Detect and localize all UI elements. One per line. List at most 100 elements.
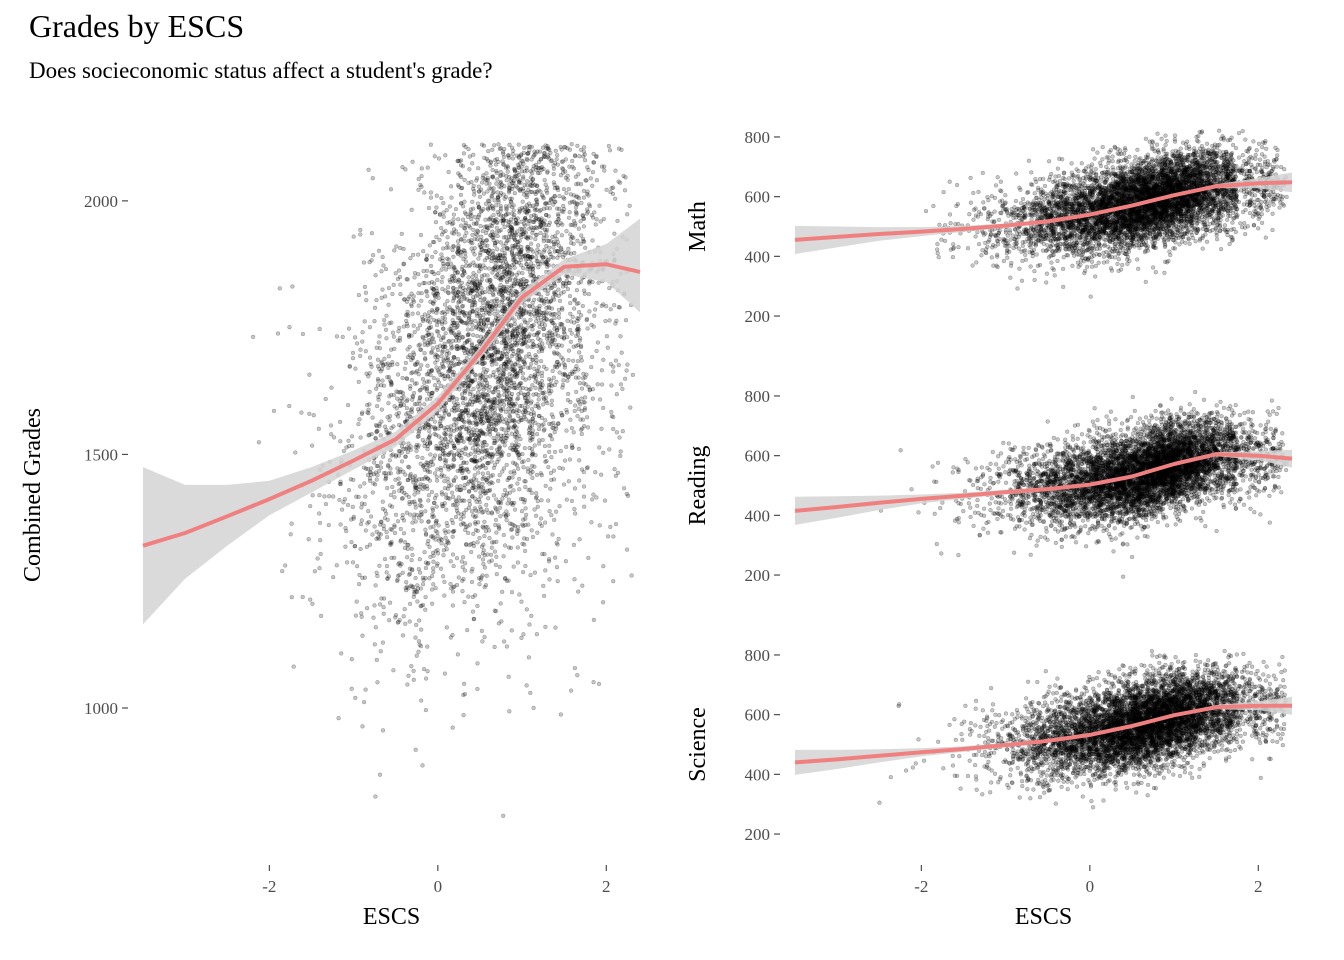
- scatter-point: [503, 204, 509, 209]
- scatter-point: [405, 410, 410, 416]
- scatter-point: [624, 547, 630, 552]
- scatter-point: [446, 439, 451, 445]
- scatter-point: [487, 251, 492, 257]
- scatter-point: [423, 607, 428, 612]
- scatter-point: [393, 615, 398, 620]
- scatter-point: [397, 481, 402, 486]
- scatter-point: [454, 425, 459, 430]
- scatter-point: [416, 649, 421, 654]
- scatter-point: [509, 406, 514, 411]
- scatter-point: [543, 483, 548, 489]
- scatter-point: [556, 421, 561, 426]
- scatter-point: [561, 186, 567, 192]
- scatter-point: [389, 504, 395, 509]
- scatter-point: [459, 280, 465, 286]
- scatter-point: [572, 298, 577, 303]
- scatter-point: [350, 443, 355, 448]
- scatter-point: [480, 416, 485, 422]
- scatter-point: [500, 384, 505, 390]
- scatter-point: [512, 471, 517, 476]
- scatter-point: [509, 384, 514, 389]
- scatter-point: [602, 498, 608, 503]
- scatter-point: [415, 599, 420, 604]
- scatter-point: [566, 186, 571, 192]
- scatter-point: [455, 401, 460, 406]
- scatter-point: [393, 453, 399, 458]
- scatter-point: [490, 174, 496, 179]
- scatter-point: [554, 540, 559, 545]
- scatter-point: [501, 214, 506, 219]
- scatter-point: [377, 772, 383, 777]
- scatter-point: [512, 321, 517, 327]
- scatter-point: [522, 542, 527, 547]
- scatter-point: [533, 236, 538, 242]
- scatter-point: [406, 334, 412, 339]
- scatter-point: [498, 228, 503, 233]
- scatter-point: [491, 540, 497, 545]
- scatter-point: [547, 344, 553, 349]
- scatter-point: [607, 318, 612, 323]
- scatter-point: [521, 459, 526, 464]
- scatter-point: [609, 409, 614, 415]
- scatter-point: [426, 205, 432, 211]
- scatter-point: [478, 252, 483, 258]
- scatter-point: [463, 346, 469, 352]
- scatter-point: [617, 435, 622, 440]
- scatter-point: [576, 172, 581, 177]
- scatter-point: [431, 582, 436, 587]
- scatter-point: [564, 190, 569, 196]
- scatter-point: [627, 203, 632, 208]
- scatter-point: [483, 411, 488, 416]
- scatter-point: [446, 467, 451, 472]
- scatter-point: [519, 235, 524, 240]
- scatter-point: [498, 453, 503, 458]
- scatter-point: [480, 238, 486, 243]
- scatter-point: [548, 470, 554, 476]
- scatter-point: [277, 286, 282, 291]
- scatter-point: [569, 425, 575, 431]
- scatter-point: [489, 445, 494, 451]
- scatter-point: [614, 392, 619, 397]
- scatter-point: [533, 513, 539, 518]
- scatter-point: [413, 575, 418, 581]
- scatter-point: [416, 187, 421, 192]
- scatter-point: [434, 504, 439, 509]
- scatter-point: [481, 548, 486, 553]
- scatter-point: [443, 228, 448, 234]
- scatter-point: [372, 482, 378, 487]
- scatter-point: [434, 205, 439, 210]
- scatter-point: [581, 400, 586, 405]
- scatter-point: [443, 153, 448, 158]
- scatter-point: [484, 317, 490, 323]
- scatter-point: [526, 655, 532, 660]
- scatter-point: [466, 275, 471, 280]
- scatter-point: [618, 382, 624, 387]
- scatter-point: [414, 448, 419, 454]
- scatter-point: [472, 496, 478, 501]
- scatter-point: [501, 466, 507, 471]
- scatter-point: [317, 511, 322, 516]
- scatter-point: [407, 344, 412, 350]
- scatter-point: [445, 306, 450, 311]
- scatter-point: [543, 395, 548, 400]
- scatter-point: [545, 170, 550, 175]
- scatter-point: [451, 444, 456, 449]
- scatter-point: [507, 297, 513, 302]
- scatter-point: [535, 247, 540, 252]
- scatter-point: [452, 528, 457, 534]
- scatter-point: [505, 211, 511, 216]
- scatter-point: [590, 354, 595, 360]
- scatter-point: [567, 293, 573, 299]
- scatter-point: [523, 354, 529, 359]
- scatter-point: [599, 368, 605, 373]
- scatter-point: [410, 477, 415, 482]
- scatter-point: [432, 471, 438, 476]
- scatter-point: [479, 507, 484, 512]
- scatter-point: [542, 247, 547, 252]
- scatter-point: [411, 299, 417, 304]
- scatter-point: [433, 360, 438, 365]
- scatter-point: [386, 365, 391, 370]
- scatter-point: [400, 485, 405, 490]
- scatter-point: [407, 353, 413, 358]
- scatter-point: [477, 535, 482, 541]
